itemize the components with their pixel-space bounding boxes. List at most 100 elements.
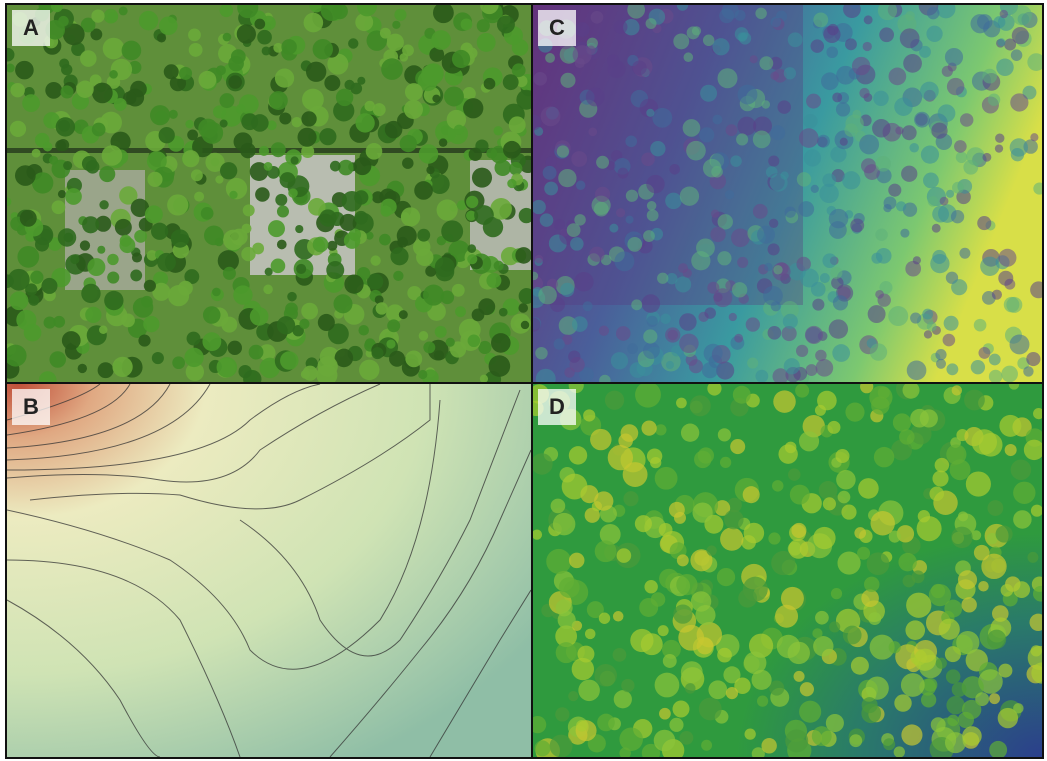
tree bbox=[270, 258, 286, 274]
tree bbox=[616, 548, 632, 563]
tree bbox=[187, 129, 199, 141]
tree bbox=[205, 152, 225, 172]
tree bbox=[861, 697, 878, 714]
tree bbox=[744, 728, 756, 740]
tree bbox=[157, 252, 176, 272]
tree bbox=[995, 133, 1005, 143]
tree bbox=[535, 368, 556, 382]
tree bbox=[825, 713, 844, 733]
tree bbox=[167, 285, 190, 307]
tree bbox=[828, 319, 849, 339]
tree bbox=[49, 351, 67, 368]
tree bbox=[894, 694, 912, 712]
tree bbox=[317, 313, 335, 331]
tree bbox=[562, 334, 573, 345]
tree bbox=[845, 402, 865, 422]
tree bbox=[557, 611, 576, 630]
tree bbox=[666, 273, 678, 285]
tree bbox=[31, 172, 54, 194]
tree bbox=[79, 240, 91, 251]
tree bbox=[810, 39, 824, 53]
tree bbox=[156, 33, 167, 43]
tree bbox=[949, 459, 971, 481]
tree bbox=[426, 165, 435, 175]
tree bbox=[761, 738, 777, 754]
tree bbox=[267, 220, 285, 238]
tree bbox=[434, 325, 447, 338]
tree bbox=[1010, 93, 1029, 112]
tree bbox=[912, 256, 921, 265]
tree bbox=[533, 199, 546, 215]
tree bbox=[22, 94, 40, 113]
tree bbox=[219, 93, 235, 109]
tree bbox=[188, 28, 201, 42]
canopy bbox=[533, 5, 1042, 382]
tree bbox=[991, 289, 1002, 300]
tree bbox=[407, 285, 422, 301]
tree bbox=[991, 605, 1009, 622]
tree bbox=[112, 356, 133, 378]
tree bbox=[627, 343, 638, 355]
tree bbox=[533, 114, 542, 131]
tree bbox=[720, 527, 744, 551]
tree bbox=[627, 237, 643, 252]
tree bbox=[9, 120, 27, 137]
tree bbox=[374, 295, 384, 305]
tree bbox=[893, 746, 905, 757]
tree bbox=[780, 300, 799, 319]
tree bbox=[81, 283, 101, 304]
tree bbox=[291, 116, 302, 128]
tree bbox=[752, 203, 768, 219]
tree bbox=[560, 72, 576, 88]
tree bbox=[91, 122, 106, 137]
tree bbox=[319, 128, 337, 146]
tree bbox=[1030, 504, 1042, 517]
tree bbox=[873, 446, 895, 468]
tree bbox=[1022, 85, 1037, 100]
tree bbox=[97, 362, 114, 379]
tree bbox=[574, 22, 590, 37]
tree bbox=[102, 37, 125, 60]
tree bbox=[152, 282, 171, 301]
tree bbox=[82, 216, 100, 234]
tree bbox=[894, 97, 913, 116]
tree bbox=[237, 5, 259, 19]
tree bbox=[987, 629, 1007, 649]
tree bbox=[841, 504, 857, 520]
tree bbox=[708, 680, 728, 700]
tree bbox=[146, 250, 158, 261]
tree bbox=[646, 174, 665, 194]
tree bbox=[507, 178, 517, 189]
tree bbox=[959, 113, 974, 127]
tree bbox=[326, 261, 345, 280]
tree bbox=[70, 254, 80, 265]
tree bbox=[486, 273, 502, 289]
tree bbox=[516, 89, 531, 110]
tree bbox=[355, 113, 375, 133]
tree bbox=[390, 247, 409, 266]
tree bbox=[804, 325, 823, 345]
tree bbox=[737, 84, 758, 105]
tree bbox=[221, 316, 238, 333]
tree bbox=[57, 190, 67, 199]
tree bbox=[1032, 585, 1042, 602]
tree bbox=[645, 18, 657, 30]
tree bbox=[842, 625, 862, 645]
tree bbox=[1008, 384, 1020, 390]
tree bbox=[143, 315, 160, 333]
tree bbox=[782, 313, 798, 329]
tree bbox=[943, 315, 959, 331]
tree bbox=[646, 209, 659, 222]
tree bbox=[788, 538, 809, 559]
tree bbox=[184, 269, 200, 285]
tree bbox=[717, 251, 732, 266]
tree bbox=[576, 719, 588, 732]
tree bbox=[104, 290, 124, 311]
tree bbox=[185, 362, 205, 382]
tree bbox=[923, 172, 939, 189]
tree bbox=[673, 604, 693, 624]
tree bbox=[598, 325, 610, 336]
tree bbox=[169, 74, 187, 92]
tree bbox=[17, 245, 40, 268]
tree bbox=[770, 71, 780, 81]
